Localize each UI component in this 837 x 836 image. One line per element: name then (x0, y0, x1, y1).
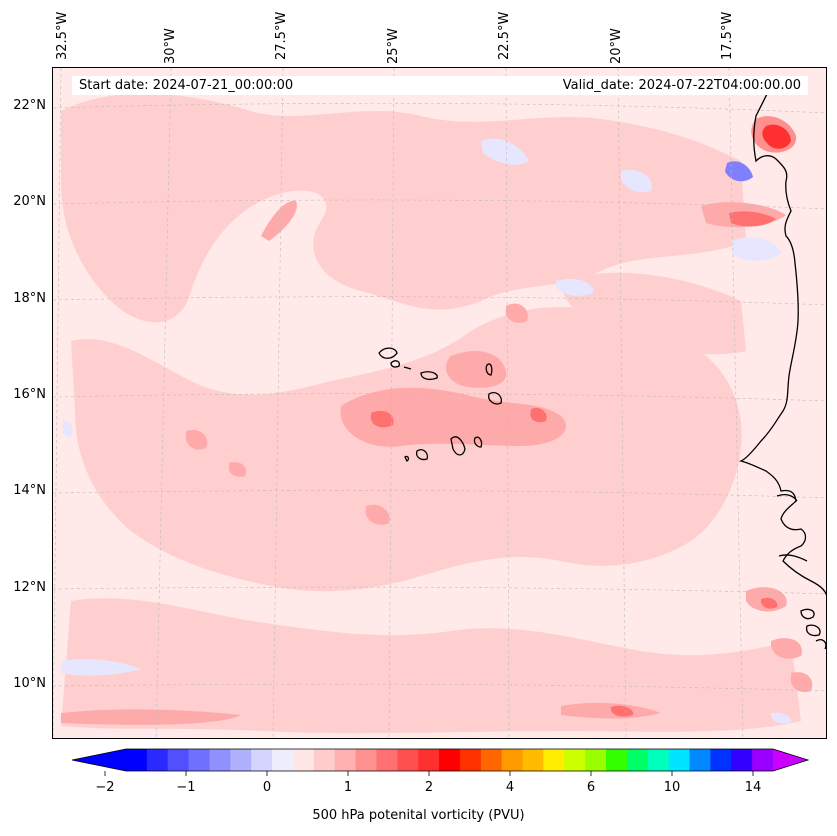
colorbar-tick-14: 14 (744, 780, 762, 795)
colorbar-tick-2: 2 (424, 780, 434, 795)
colorbar-over-arrow (773, 749, 808, 771)
colorbar-cell (292, 749, 315, 771)
info-box: Start date: 2024-07-21_00:00:00 Valid_da… (72, 76, 808, 95)
colorbar-cell (251, 749, 273, 771)
colorbar-cell (230, 749, 252, 771)
pv-contours-medium (61, 200, 813, 725)
colorbar-cell (564, 749, 586, 771)
lat-label-16n: 16°N (13, 387, 46, 402)
colorbar-tick-0: 0 (262, 780, 272, 795)
cape-verde-islands (378, 347, 502, 462)
lon-label-22.5w: 22.5°W (497, 11, 512, 60)
colorbar-tick-1: 1 (343, 780, 353, 795)
colorbar-cell (209, 749, 231, 771)
pv-contours-strong (370, 211, 778, 717)
lon-label-20w: 20°W (609, 28, 624, 64)
colorbar-cell (188, 749, 211, 771)
lat-label-12n: 12°N (13, 580, 46, 595)
colorbar-tick-minus2: −2 (95, 780, 115, 795)
colorbar-label: 500 hPa potenital vorticity (PVU) (312, 808, 525, 823)
colorbar-cell (334, 749, 357, 771)
coastline (738, 85, 826, 650)
pv-contours-light (61, 93, 801, 734)
lon-label-27.5w: 27.5°W (274, 11, 289, 60)
pv-negative-strong (725, 161, 753, 182)
colorbar-cell (731, 749, 753, 771)
lon-label-30w: 30°W (163, 28, 178, 64)
colorbar-tick-6: 6 (586, 780, 596, 795)
start-date-label: Start date: 2024-07-21_00:00:00 (79, 78, 294, 93)
colorbar-cells (126, 749, 774, 771)
pv-field-map (53, 68, 826, 738)
pv-negative-light (61, 138, 792, 724)
colorbar-cell (585, 749, 607, 771)
colorbar-cell (355, 749, 378, 771)
colorbar-cell (543, 749, 565, 771)
colorbar-cell (397, 749, 419, 771)
lat-label-18n: 18°N (13, 291, 46, 306)
lon-label-17.5w: 17.5°W (720, 11, 735, 60)
colorbar-cell (501, 749, 524, 771)
colorbar-cell (689, 749, 711, 771)
lat-label-10n: 10°N (13, 676, 46, 691)
lat-label-14n: 14°N (13, 483, 46, 498)
colorbar-cell (146, 749, 169, 771)
lon-label-32.5w: 32.5°W (55, 11, 70, 60)
colorbar-cell (126, 749, 148, 771)
lon-label-25w: 25°W (386, 28, 401, 64)
lat-label-20n: 20°N (13, 194, 46, 209)
colorbar-cell (439, 749, 461, 771)
colorbar (71, 748, 810, 776)
valid-date-label: Valid_date: 2024-07-22T04:00:00.00 (562, 78, 801, 93)
map-panel (52, 67, 827, 739)
colorbar-under-arrow (72, 749, 126, 771)
colorbar-cell (522, 749, 545, 771)
colorbar-cell (647, 749, 670, 771)
colorbar-cell (668, 749, 691, 771)
colorbar-tick-marks (104, 771, 754, 776)
colorbar-cell (418, 749, 440, 771)
colorbar-tick-minus1: −1 (176, 780, 196, 795)
colorbar-cell (459, 749, 482, 771)
colorbar-cell (313, 749, 336, 771)
colorbar-cell (752, 749, 774, 771)
colorbar-cell (606, 749, 628, 771)
graticule (53, 68, 826, 738)
colorbar-cell (376, 749, 398, 771)
colorbar-cell (167, 749, 190, 771)
colorbar-cell (626, 749, 649, 771)
colorbar-outline (71, 748, 810, 772)
colorbar-tick-10: 10 (663, 780, 681, 795)
colorbar-tick-4: 4 (505, 780, 515, 795)
pv-maximum (751, 116, 797, 153)
colorbar-cell (480, 749, 503, 771)
colorbar-cell (272, 749, 294, 771)
colorbar-cell (710, 749, 732, 771)
lat-label-22n: 22°N (13, 98, 46, 113)
